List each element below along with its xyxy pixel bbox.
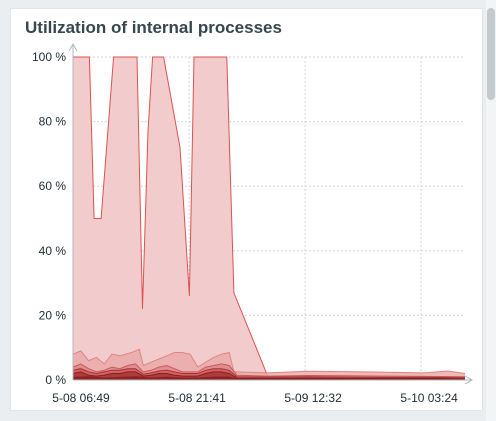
y-tick-label: 40 %: [39, 244, 67, 258]
series-5-line: [72, 371, 466, 380]
y-tick-label: 20 %: [39, 308, 67, 322]
series-4-line: [72, 368, 466, 379]
chart-series: [72, 56, 466, 380]
y-axis-ticks: 0 % 20 % 40 % 60 % 80 % 100 %: [32, 50, 66, 387]
y-tick-label: 80 %: [39, 115, 67, 129]
series-1-area: [73, 57, 465, 380]
x-axis-arrow: [464, 375, 474, 385]
x-tick-label: 5-10 03:24: [400, 391, 458, 405]
series-2-line: [72, 348, 466, 374]
y-axis-arrow: [68, 42, 78, 52]
y-tick-label: 100 %: [32, 50, 66, 64]
chart-axes: [68, 42, 474, 385]
x-tick-label: 5-08 21:41: [168, 391, 226, 405]
series-6-line: [72, 376, 465, 380]
widget-title: Utilization of internal processes: [25, 18, 282, 37]
x-axis-ticks: 5-08 06:49 5-08 21:41 5-09 12:32 5-10 03:24: [52, 391, 458, 405]
y-tick-label: 0 %: [45, 373, 66, 387]
series-3-line: [72, 363, 466, 378]
x-tick-label: 5-09 12:32: [284, 391, 342, 405]
x-tick-label: 5-08 06:49: [52, 391, 110, 405]
page-scrollbar-track[interactable]: [486, 0, 496, 421]
y-tick-label: 60 %: [39, 179, 67, 193]
page-scrollbar-thumb[interactable]: [487, 8, 495, 100]
